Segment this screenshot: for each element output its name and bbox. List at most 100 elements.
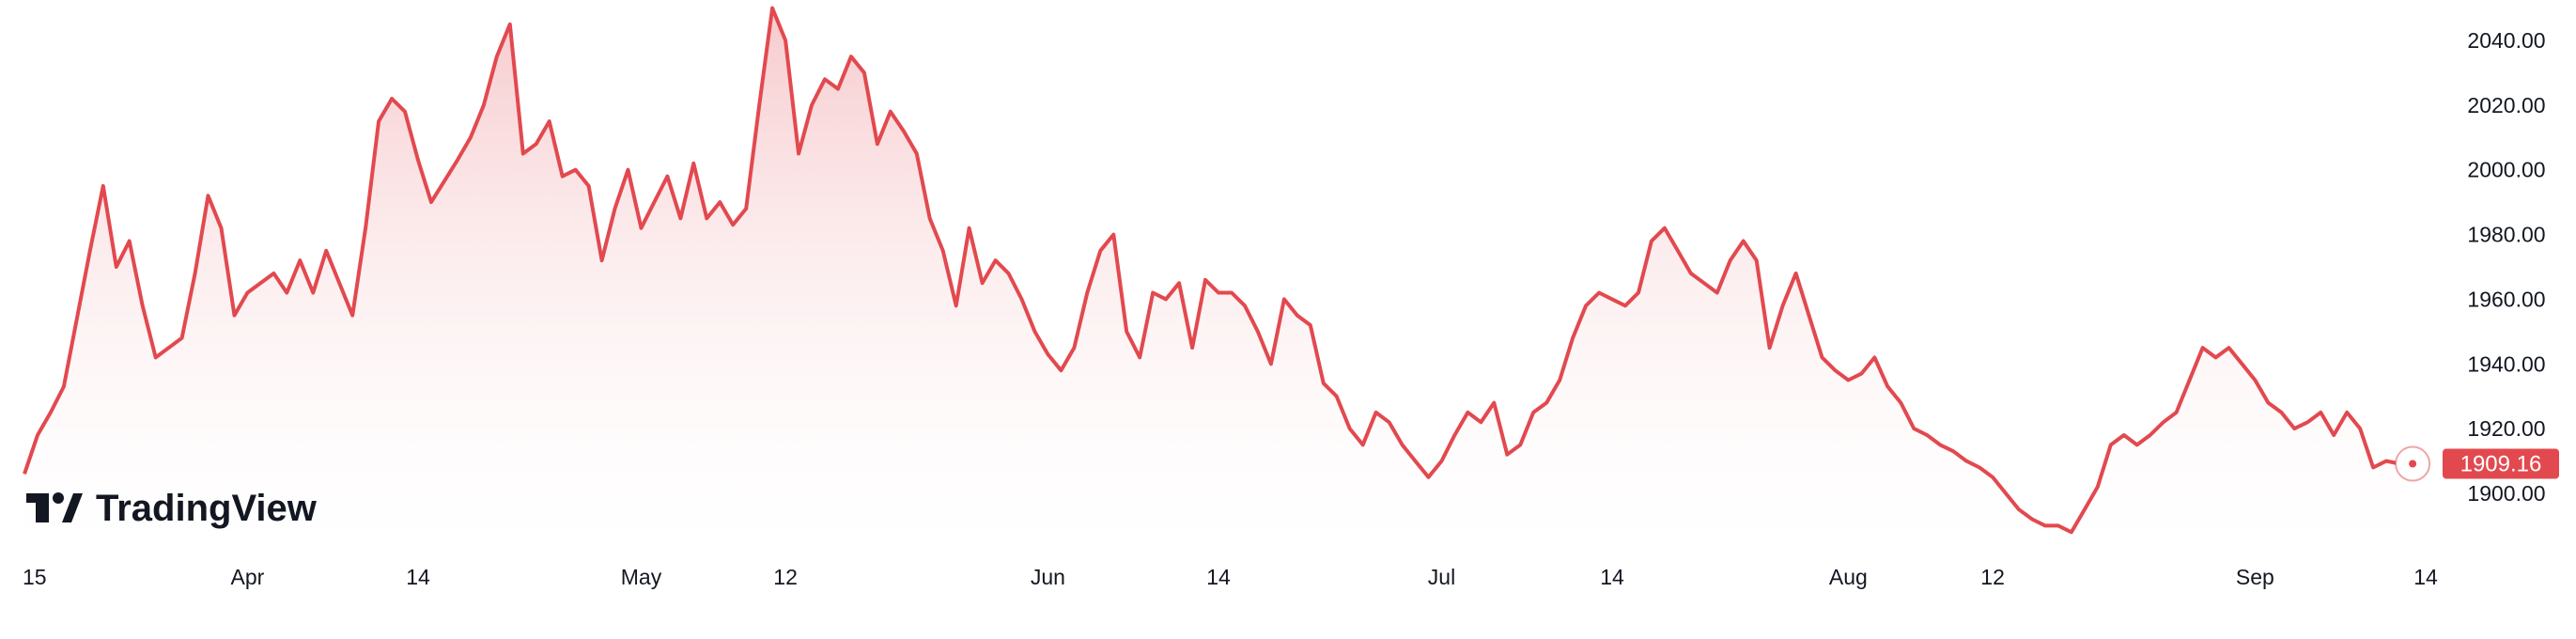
price-axis[interactable]: 2040.00 2020.00 2000.00 1980.00 1960.00 1940.… bbox=[2467, 28, 2545, 506]
data-point bbox=[1702, 281, 1706, 285]
price-area-fill bbox=[24, 8, 2400, 546]
y-tick-label: 1960.00 bbox=[2467, 287, 2545, 311]
data-point bbox=[954, 304, 958, 307]
data-point bbox=[1046, 352, 1049, 356]
data-point bbox=[862, 70, 866, 74]
data-point bbox=[1834, 368, 1838, 372]
data-point bbox=[1269, 362, 1273, 366]
data-point bbox=[784, 39, 787, 42]
data-point bbox=[1872, 355, 1876, 359]
data-point bbox=[2175, 411, 2179, 414]
data-point bbox=[2135, 443, 2139, 446]
data-point bbox=[377, 119, 380, 123]
data-point bbox=[1440, 460, 1444, 463]
data-point bbox=[561, 175, 565, 179]
y-tick-label: 2000.00 bbox=[2467, 158, 2545, 182]
data-point bbox=[115, 265, 118, 269]
x-tick-label: 14 bbox=[1600, 565, 1624, 589]
data-point bbox=[23, 472, 26, 475]
data-point bbox=[574, 168, 578, 172]
data-point bbox=[220, 226, 224, 230]
data-point bbox=[1531, 411, 1535, 414]
data-point bbox=[1821, 355, 1824, 359]
data-point bbox=[1571, 336, 1575, 340]
data-point bbox=[2096, 485, 2100, 489]
data-point bbox=[2109, 443, 2113, 446]
data-point bbox=[88, 249, 92, 253]
data-point bbox=[981, 281, 985, 285]
data-point bbox=[49, 411, 53, 414]
time-axis[interactable]: 15 Apr 14 May 12 Jun 14 Jul 14 Aug 12 Sep 14 bbox=[23, 565, 2438, 589]
data-point bbox=[194, 272, 197, 275]
data-point bbox=[456, 158, 459, 162]
data-point bbox=[613, 207, 617, 210]
last-price-value: 1909.16 bbox=[2460, 452, 2542, 477]
data-point bbox=[678, 216, 682, 220]
data-point bbox=[141, 304, 145, 307]
data-point bbox=[469, 135, 473, 139]
data-point bbox=[744, 207, 748, 210]
data-point bbox=[2017, 507, 2021, 511]
data-point bbox=[1584, 304, 1588, 307]
data-point bbox=[2345, 411, 2349, 414]
data-point bbox=[535, 142, 538, 146]
data-point bbox=[1007, 272, 1011, 275]
data-point bbox=[718, 200, 722, 204]
x-tick-label: 15 bbox=[23, 565, 47, 589]
data-point bbox=[652, 200, 656, 204]
y-tick-label: 1980.00 bbox=[2467, 223, 2545, 247]
data-point bbox=[1479, 420, 1482, 424]
data-point bbox=[128, 240, 132, 243]
data-point bbox=[1637, 291, 1640, 295]
data-point bbox=[272, 272, 275, 275]
data-point bbox=[1610, 297, 1614, 301]
last-price-dot bbox=[2409, 460, 2417, 468]
data-point bbox=[2292, 427, 2296, 430]
data-point bbox=[2030, 518, 2034, 522]
data-point bbox=[2149, 433, 2152, 437]
data-point bbox=[508, 23, 512, 26]
data-point bbox=[1111, 233, 1115, 237]
data-point bbox=[298, 258, 302, 262]
data-point bbox=[1781, 304, 1785, 307]
data-point bbox=[1978, 466, 1981, 470]
data-point bbox=[1938, 443, 1942, 446]
data-point bbox=[902, 129, 906, 132]
data-point bbox=[876, 142, 879, 146]
data-point bbox=[2227, 346, 2231, 350]
data-point bbox=[1768, 346, 1772, 350]
data-point bbox=[1217, 291, 1220, 295]
data-point bbox=[1243, 304, 1247, 307]
data-point bbox=[233, 314, 237, 318]
data-point bbox=[1190, 346, 1194, 350]
data-point bbox=[1518, 443, 1522, 446]
data-point bbox=[1282, 297, 1286, 301]
data-point bbox=[285, 291, 288, 295]
data-point bbox=[1859, 372, 1863, 376]
last-price-badge: 1909.16 bbox=[2395, 445, 2559, 482]
data-point bbox=[1125, 330, 1128, 334]
data-point bbox=[2122, 433, 2126, 437]
data-point bbox=[1623, 304, 1627, 307]
data-point bbox=[1676, 249, 1680, 253]
x-tick-label: Apr bbox=[231, 565, 265, 589]
data-point bbox=[1505, 453, 1509, 457]
data-point bbox=[640, 226, 644, 230]
price-line-path bbox=[23, 6, 2400, 535]
data-point bbox=[2279, 411, 2283, 414]
data-point bbox=[2358, 427, 2362, 430]
data-point bbox=[1138, 355, 1141, 359]
data-point bbox=[2371, 466, 2375, 470]
data-point bbox=[154, 355, 158, 359]
data-point bbox=[691, 162, 695, 165]
data-point bbox=[1912, 427, 1916, 430]
data-point bbox=[1177, 281, 1181, 285]
data-point bbox=[1466, 411, 1469, 414]
data-point bbox=[416, 158, 420, 162]
data-point bbox=[587, 184, 591, 188]
data-point bbox=[1899, 401, 1902, 405]
data-point bbox=[1452, 433, 1456, 437]
data-point bbox=[1742, 240, 1746, 243]
data-point bbox=[1846, 379, 1850, 382]
